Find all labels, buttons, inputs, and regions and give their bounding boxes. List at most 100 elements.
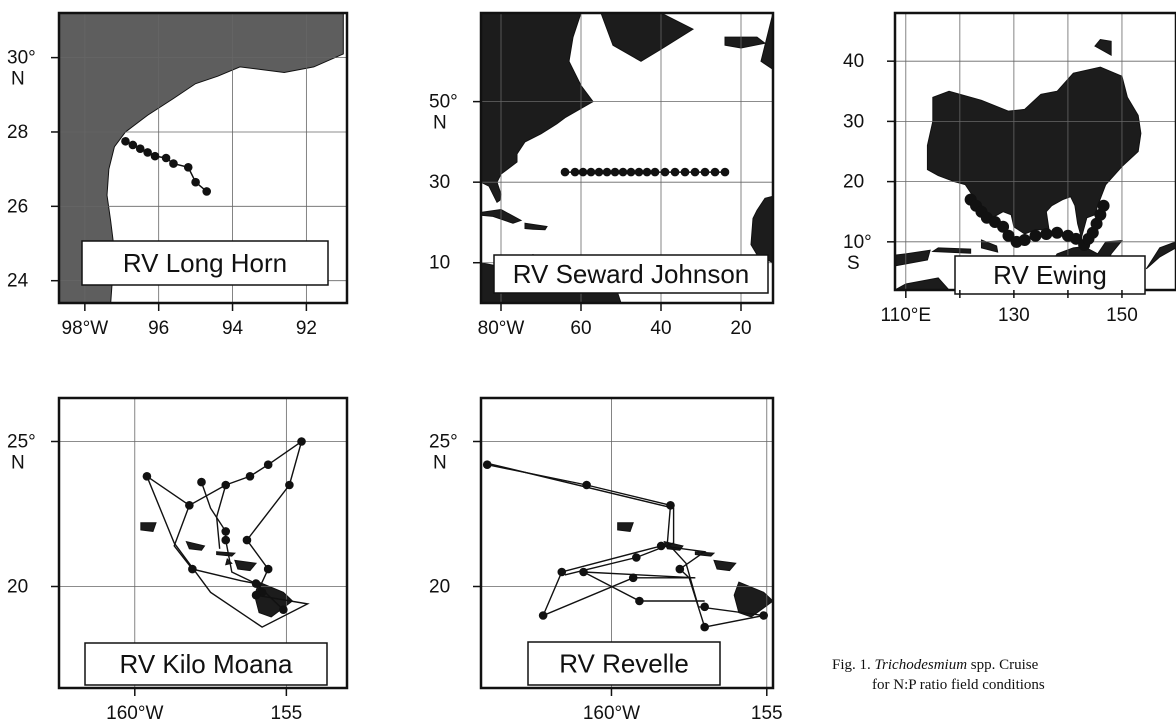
x-tick-label: 155 [751,703,783,724]
station-point [1029,229,1042,242]
station-point [161,153,171,163]
station-point [128,140,138,150]
map-panel-seward-johnson: RV Seward Johnson 80°W 60 40 20 50°N 30 10 [429,11,775,339]
x-tick-label: 110°E [881,305,932,326]
station-point [169,159,178,168]
cruise-label: RV Long Horn [123,248,287,278]
station-point [221,527,231,536]
map-frame [57,11,349,305]
station-point [570,167,580,177]
station-point [602,167,612,177]
land-mass [600,13,695,62]
station-point [538,611,548,620]
land-mass [733,581,773,618]
station-point [251,579,261,588]
land-mass [1094,38,1112,57]
station-point [586,167,596,177]
station-point [720,167,730,177]
y-tick-hemisphere: N [433,113,447,134]
map-panel-kilo-moana: RV Kilo Moana 160°W 155 25°N 20 [7,396,349,724]
cruise-label-box [493,254,769,294]
station-point [582,480,591,490]
station-point [221,535,231,545]
station-point [660,167,670,177]
station-point [626,167,636,177]
station-point [618,167,628,177]
land-mass [760,13,773,70]
cruise-track [215,484,227,549]
station-point [594,167,604,177]
station-point [700,622,709,632]
land-mass [524,222,548,231]
land-mass [216,551,236,557]
y-tick-hemisphere: N [433,453,447,474]
map-panel-ewing: RV Ewing 110°E 130 150 10°S 20 30 40 [843,11,1176,326]
land-mass [895,249,931,267]
station-point [183,162,193,172]
x-tick-label: 98°W [62,318,109,339]
station-point [135,144,145,154]
y-tick-label: 50° [429,92,458,113]
land-mass [140,522,157,532]
cruise-label: RV Revelle [559,649,689,679]
land-mass [234,559,258,572]
x-tick-label: 130 [998,305,1030,326]
station-point [188,564,197,574]
station-point [197,477,206,487]
x-tick-label: 80°W [478,318,525,339]
station-point [185,501,194,510]
y-tick-label: 24 [7,271,29,292]
station-point [1040,227,1053,240]
y-tick-label: 25° [7,432,36,453]
station-point [700,167,710,177]
cruise-label-box [81,240,329,286]
station-point [150,151,160,161]
station-point [1086,226,1099,239]
x-tick-label: 40 [650,318,671,339]
land-mass [980,239,999,253]
cruise-label: RV Seward Johnson [513,259,750,289]
y-tick-hemisphere: N [11,453,25,474]
y-tick-label: 10° [843,232,872,253]
station-point [202,187,211,196]
cruise-track [487,462,675,576]
land-mass [926,66,1142,240]
x-tick-label: 160°W [106,703,163,724]
cruise-label-box [954,255,1146,295]
x-tick-label: 155 [271,703,303,724]
cruise-label-box [527,641,721,686]
station-point [680,167,690,177]
land-mass [724,36,767,49]
cruise-track [173,505,257,585]
y-tick-label: 40 [843,51,864,72]
map-frame [479,396,775,690]
station-point [1097,199,1110,212]
y-tick-label: 10 [429,253,450,274]
x-tick-label: 150 [1106,305,1138,326]
x-tick-label: 92 [296,318,317,339]
station-point [1094,208,1107,221]
x-tick-label: 60 [570,318,591,339]
station-point [642,167,652,177]
station-point [557,567,567,577]
land-mass [931,247,972,254]
station-point [650,167,660,177]
map-frame [57,396,349,690]
station-point [279,605,288,614]
station-point [297,437,306,446]
x-tick-label: 160°W [583,703,640,724]
caption-line2: for N:P ratio field conditions [872,677,1045,693]
station-point [690,167,700,177]
land-mass [713,559,737,572]
station-point [251,590,261,600]
station-point [263,564,273,574]
station-point [245,472,255,481]
station-point [710,167,720,177]
map-frame [479,11,775,305]
y-tick-label: 26 [7,196,28,217]
station-point [285,480,294,490]
cruise-label: RV Ewing [993,260,1107,290]
station-point [666,501,675,510]
station-point [142,472,152,481]
station-point [670,167,680,177]
